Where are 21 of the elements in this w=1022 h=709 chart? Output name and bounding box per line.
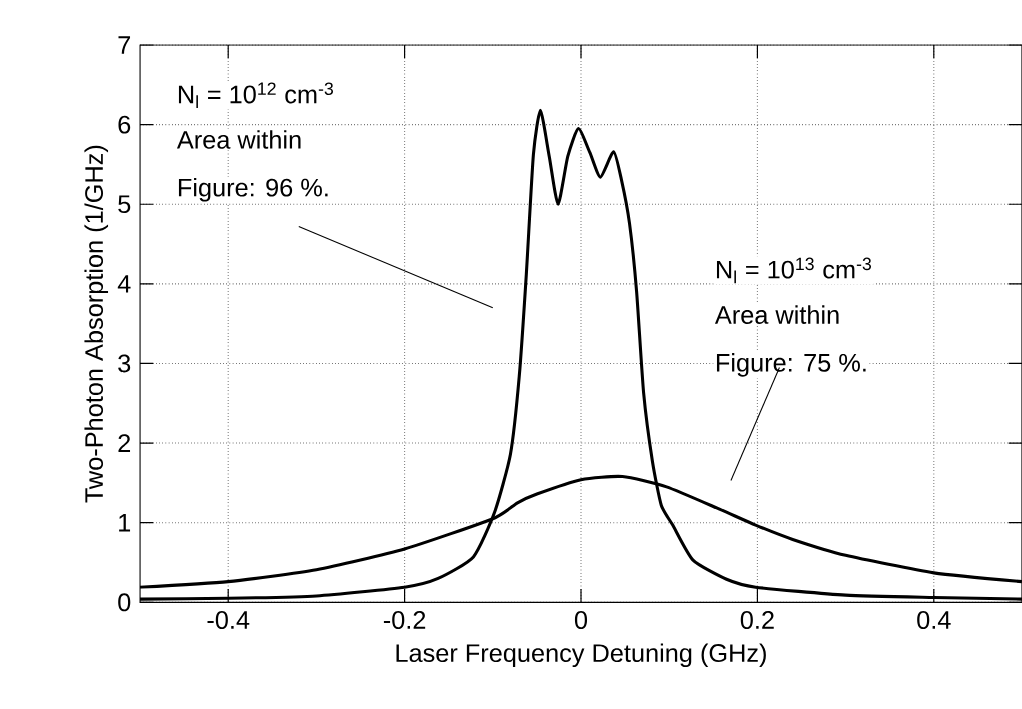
- x-tick-label: -0.4: [207, 611, 250, 629]
- x-tick-label: 0.4: [917, 611, 951, 629]
- annotation: N$_{l}$ = 10$^{12}$ cm$^{-3}$: [178, 82, 334, 109]
- y-tick-label: 5: [118, 195, 131, 214]
- y-tick-label: 2: [118, 434, 131, 452]
- y-tick-label: 1: [119, 514, 131, 532]
- annotation: Area within: [714, 305, 839, 324]
- annotation: N$_{l}$ = 10$^{13}$ cm$^{-3}$: [716, 257, 872, 284]
- annotation: Figure: 96 %.: [178, 177, 328, 202]
- y-tick-label: 7: [118, 36, 131, 54]
- y-tick-label: 4: [117, 275, 131, 293]
- annotation: Figure: 75 %.: [716, 353, 866, 377]
- y-tick-label: 3: [118, 354, 131, 373]
- x-axis-title: Laser Frequency Detuning (GHz): [396, 643, 766, 668]
- annotation: Area within: [176, 130, 301, 149]
- y-tick-label: 0: [118, 593, 131, 612]
- y-tick-label: 6: [118, 115, 131, 134]
- x-tick-label: -0.2: [383, 611, 426, 629]
- x-tick-label: 0: [574, 611, 588, 629]
- y-axis-title: Two-Photon Absorption (1/GHz): [84, 145, 109, 503]
- x-tick-label: 0.2: [740, 611, 774, 629]
